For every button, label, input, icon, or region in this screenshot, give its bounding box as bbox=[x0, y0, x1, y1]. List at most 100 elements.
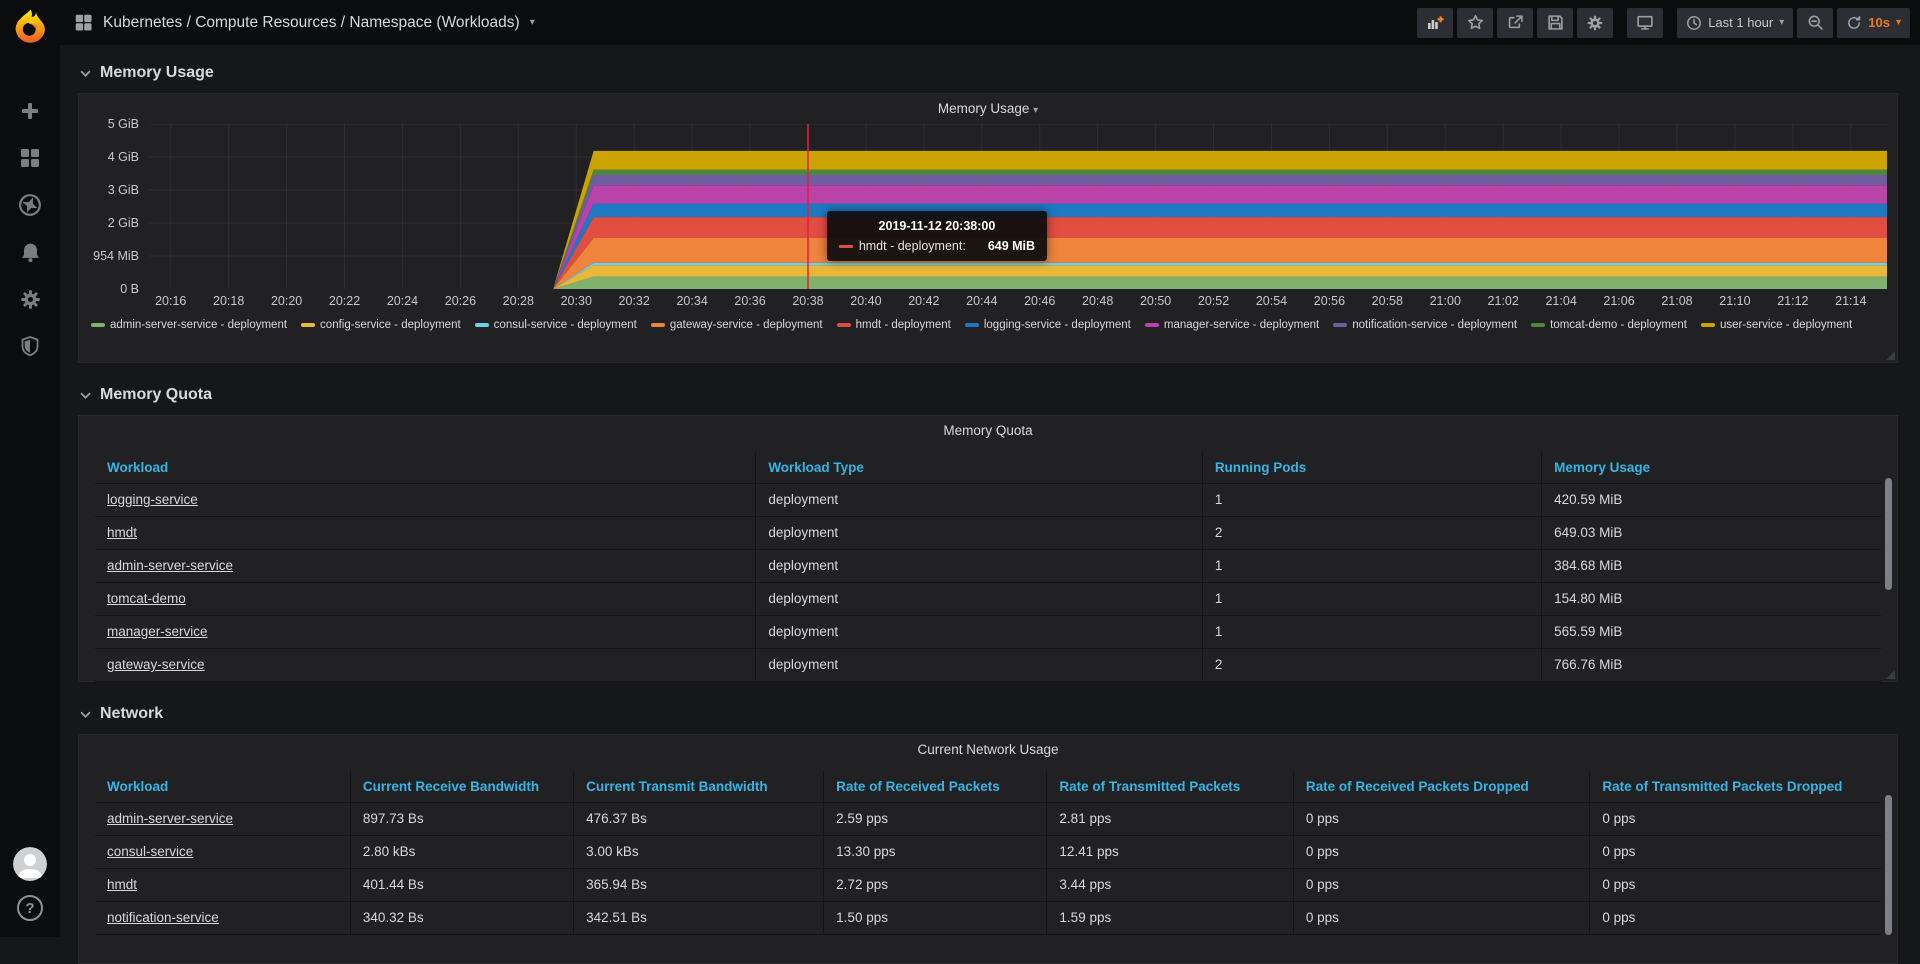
chart-plot[interactable]: 2019-11-12 20:38:00 hmdt - deployment: 6… bbox=[149, 124, 1887, 289]
panel-title-network[interactable]: Current Network Usage bbox=[79, 735, 1897, 761]
workload-link[interactable]: tomcat-demo bbox=[107, 591, 186, 606]
sidebar-item-dashboards[interactable] bbox=[17, 145, 43, 171]
column-header[interactable]: Workload Type bbox=[756, 452, 1203, 483]
workload-cell[interactable]: consul-service bbox=[95, 835, 350, 868]
legend-color-dash bbox=[475, 323, 489, 327]
column-header[interactable]: Current Receive Bandwidth bbox=[350, 771, 573, 802]
column-header[interactable]: Rate of Received Packets bbox=[824, 771, 1047, 802]
column-header[interactable]: Memory Usage bbox=[1542, 452, 1881, 483]
value-cell: 565.59 MiB bbox=[1542, 615, 1881, 648]
sidebar-item-configuration[interactable] bbox=[17, 286, 43, 312]
sidebar-item-server-admin[interactable] bbox=[17, 333, 43, 359]
panel-title-memory-usage[interactable]: Memory Usage ▾ bbox=[85, 94, 1891, 120]
workload-link[interactable]: logging-service bbox=[107, 492, 198, 507]
legend-item[interactable]: admin-server-service - deployment bbox=[91, 319, 287, 331]
save-dashboard-button[interactable] bbox=[1537, 8, 1573, 38]
workload-link[interactable]: hmdt bbox=[107, 525, 137, 540]
help-button[interactable]: ? bbox=[17, 895, 43, 921]
column-header[interactable]: Workload bbox=[95, 452, 756, 483]
star-icon bbox=[1467, 14, 1484, 31]
column-header[interactable]: Rate of Received Packets Dropped bbox=[1293, 771, 1589, 802]
legend-color-dash bbox=[1145, 323, 1159, 327]
workload-link[interactable]: hmdt bbox=[107, 877, 137, 892]
zoom-out-time-button[interactable] bbox=[1797, 8, 1833, 38]
workload-link[interactable]: manager-service bbox=[107, 624, 208, 639]
legend-item[interactable]: hmdt - deployment bbox=[837, 319, 951, 331]
workload-cell[interactable]: hmdt bbox=[95, 516, 756, 549]
value-cell: 3.44 pps bbox=[1047, 868, 1293, 901]
dashboard-title-menu[interactable]: Kubernetes / Compute Resources / Namespa… bbox=[74, 13, 535, 32]
value-cell: 1 bbox=[1202, 582, 1541, 615]
workload-link[interactable]: consul-service bbox=[107, 844, 193, 859]
sidebar-item-create[interactable] bbox=[17, 98, 43, 124]
workload-link[interactable]: admin-server-service bbox=[107, 558, 233, 573]
legend-item[interactable]: config-service - deployment bbox=[301, 319, 461, 331]
table-scrollbar[interactable] bbox=[1885, 478, 1892, 590]
x-axis-tick: 20:34 bbox=[676, 294, 707, 308]
column-header[interactable]: Running Pods bbox=[1202, 452, 1541, 483]
row-toggle-memory-usage[interactable]: Memory Usage bbox=[80, 59, 1898, 87]
value-cell: deployment bbox=[756, 483, 1203, 516]
value-cell: 154.80 MiB bbox=[1542, 582, 1881, 615]
workload-link[interactable]: notification-service bbox=[107, 910, 219, 925]
grafana-logo[interactable] bbox=[11, 8, 49, 46]
workload-link[interactable]: admin-server-service bbox=[107, 811, 233, 826]
refresh-interval-label: 10s bbox=[1868, 15, 1890, 30]
cycle-view-mode-button[interactable] bbox=[1627, 8, 1663, 38]
workload-cell[interactable]: hmdt bbox=[95, 868, 350, 901]
workload-cell[interactable]: logging-service bbox=[95, 483, 756, 516]
time-range-picker[interactable]: Last 1 hour ▾ bbox=[1677, 8, 1793, 38]
legend-item[interactable]: consul-service - deployment bbox=[475, 319, 637, 331]
navbar: Kubernetes / Compute Resources / Namespa… bbox=[60, 0, 1920, 45]
workload-cell[interactable]: tomcat-demo bbox=[95, 582, 756, 615]
value-cell: 2.81 pps bbox=[1047, 802, 1293, 835]
workload-cell[interactable]: admin-server-service bbox=[95, 549, 756, 582]
column-header[interactable]: Workload bbox=[95, 771, 350, 802]
workload-link[interactable]: gateway-service bbox=[107, 657, 205, 672]
row-title: Memory Quota bbox=[100, 386, 212, 404]
chart-legend: admin-server-service - deployment config-… bbox=[91, 319, 1891, 331]
row-toggle-memory-quota[interactable]: Memory Quota bbox=[80, 381, 1898, 409]
panel-resize-handle[interactable] bbox=[1886, 351, 1895, 360]
legend-item[interactable]: gateway-service - deployment bbox=[651, 319, 823, 331]
legend-item[interactable]: user-service - deployment bbox=[1701, 319, 1852, 331]
sidebar-item-explore[interactable] bbox=[17, 192, 43, 218]
column-header[interactable]: Rate of Transmitted Packets bbox=[1047, 771, 1293, 802]
user-avatar[interactable] bbox=[13, 847, 47, 881]
value-cell: 2.72 pps bbox=[824, 868, 1047, 901]
row-toggle-network[interactable]: Network bbox=[80, 700, 1898, 728]
share-dashboard-button[interactable] bbox=[1497, 8, 1533, 38]
legend-item[interactable]: tomcat-demo - deployment bbox=[1531, 319, 1687, 331]
sidebar-item-alerting[interactable] bbox=[17, 239, 43, 265]
legend-item[interactable]: logging-service - deployment bbox=[965, 319, 1131, 331]
legend-label: hmdt - deployment bbox=[856, 319, 951, 331]
refresh-picker[interactable]: 10s ▾ bbox=[1837, 8, 1910, 38]
panel-title-text: Memory Usage bbox=[938, 101, 1030, 116]
column-header[interactable]: Current Transmit Bandwidth bbox=[574, 771, 824, 802]
legend-item[interactable]: manager-service - deployment bbox=[1145, 319, 1319, 331]
panel-resize-handle[interactable] bbox=[1886, 670, 1895, 679]
add-panel-button[interactable] bbox=[1417, 8, 1453, 38]
value-cell: 0 pps bbox=[1590, 868, 1881, 901]
workload-cell[interactable]: notification-service bbox=[95, 901, 350, 934]
workload-cell[interactable]: manager-service bbox=[95, 615, 756, 648]
workload-cell[interactable]: gateway-service bbox=[95, 648, 756, 681]
tooltip-series-row: hmdt - deployment: 649 MiB bbox=[839, 239, 1035, 253]
time-range-label: Last 1 hour bbox=[1708, 15, 1773, 30]
dashboard-settings-button[interactable] bbox=[1577, 8, 1613, 38]
legend-item[interactable]: notification-service - deployment bbox=[1333, 319, 1517, 331]
x-axis-tick: 20:44 bbox=[966, 294, 997, 308]
workload-cell[interactable]: admin-server-service bbox=[95, 802, 350, 835]
star-dashboard-button[interactable] bbox=[1457, 8, 1493, 38]
panel-title-memory-quota[interactable]: Memory Quota bbox=[79, 416, 1897, 442]
grafana-flame-icon bbox=[11, 8, 49, 46]
table-scrollbar[interactable] bbox=[1885, 795, 1892, 935]
column-header[interactable]: Rate of Transmitted Packets Dropped bbox=[1590, 771, 1881, 802]
value-cell: 0 pps bbox=[1590, 901, 1881, 934]
